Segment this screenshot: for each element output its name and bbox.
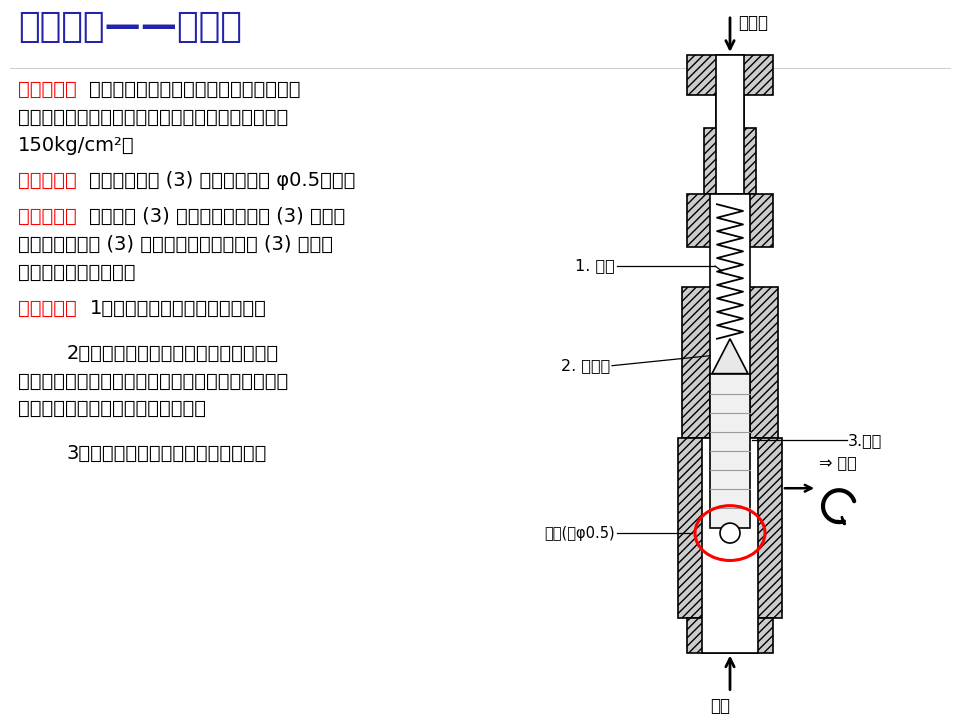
- Text: 小孔(仅φ0.5): 小孔(仅φ0.5): [544, 526, 615, 541]
- Polygon shape: [712, 339, 748, 374]
- Text: 泵压: 泵压: [710, 698, 730, 716]
- Polygon shape: [682, 287, 778, 438]
- Text: 150kg/cm²。: 150kg/cm²。: [18, 135, 134, 155]
- Text: 3）全部完成后重试，压力恢复正常。: 3）全部完成后重试，压力恢复正常。: [67, 444, 268, 463]
- Polygon shape: [716, 55, 744, 194]
- Polygon shape: [704, 127, 756, 194]
- Text: 由于柱塞 (3) 小孔堵死造成柱塞 (3) 两端压: 由于柱塞 (3) 小孔堵死造成柱塞 (3) 两端压: [89, 207, 346, 226]
- Polygon shape: [711, 247, 749, 287]
- Text: 1. 弹簧: 1. 弹簧: [575, 258, 615, 274]
- Text: 3.柱塞: 3.柱塞: [848, 433, 882, 448]
- Text: 故障分析：: 故障分析：: [18, 207, 77, 226]
- Text: 箱，因此主压力降低。: 箱，因此主压力降低。: [18, 263, 135, 282]
- Polygon shape: [716, 94, 744, 127]
- Text: 先导油: 先导油: [738, 14, 768, 32]
- Text: 2）检查液压油及滤芯已很长时间未换，: 2）检查液压油及滤芯已很长时间未换，: [67, 343, 279, 363]
- Text: 2. 提动头: 2. 提动头: [561, 358, 610, 373]
- Text: 整机所有工作装置速度都慢（全部工作装: 整机所有工作装置速度都慢（全部工作装: [89, 80, 300, 99]
- Text: 力差很大，柱塞 (3) 常开，高压油通过柱塞 (3) 常通油: 力差很大，柱塞 (3) 常开，高压油通过柱塞 (3) 常通油: [18, 235, 333, 254]
- Text: 置速度低于标准值），工作无力，主泵最高压力低于: 置速度低于标准值），工作无力，主泵最高压力低于: [18, 107, 288, 127]
- Text: ⇒ 油箱: ⇒ 油箱: [819, 455, 856, 470]
- Polygon shape: [687, 618, 773, 652]
- Polygon shape: [687, 194, 773, 247]
- Polygon shape: [710, 194, 750, 438]
- Text: 故障现象：: 故障现象：: [18, 80, 77, 99]
- Polygon shape: [687, 55, 773, 94]
- Circle shape: [720, 523, 740, 543]
- Text: 所以清洗管路，更换液压油及滤芯。: 所以清洗管路，更换液压油及滤芯。: [18, 400, 206, 418]
- Polygon shape: [710, 374, 750, 528]
- Text: 故障处理：: 故障处理：: [18, 299, 77, 318]
- Text: 都已很脏，堵塞小孔的杂质就是来自液压油里脏物，: 都已很脏，堵塞小孔的杂质就是来自液压油里脏物，: [18, 372, 288, 390]
- Text: 检查结果：: 检查结果：: [18, 171, 77, 190]
- Polygon shape: [678, 438, 782, 618]
- Polygon shape: [702, 438, 758, 652]
- Text: 故障诊断——溢流阀: 故障诊断——溢流阀: [18, 10, 242, 44]
- Text: 1）将该阀分解清洗干净后组装。: 1）将该阀分解清洗干净后组装。: [89, 299, 266, 318]
- Text: 主溢流阀柱塞 (3) 有一脏物堵死 φ0.5小孔。: 主溢流阀柱塞 (3) 有一脏物堵死 φ0.5小孔。: [89, 171, 356, 190]
